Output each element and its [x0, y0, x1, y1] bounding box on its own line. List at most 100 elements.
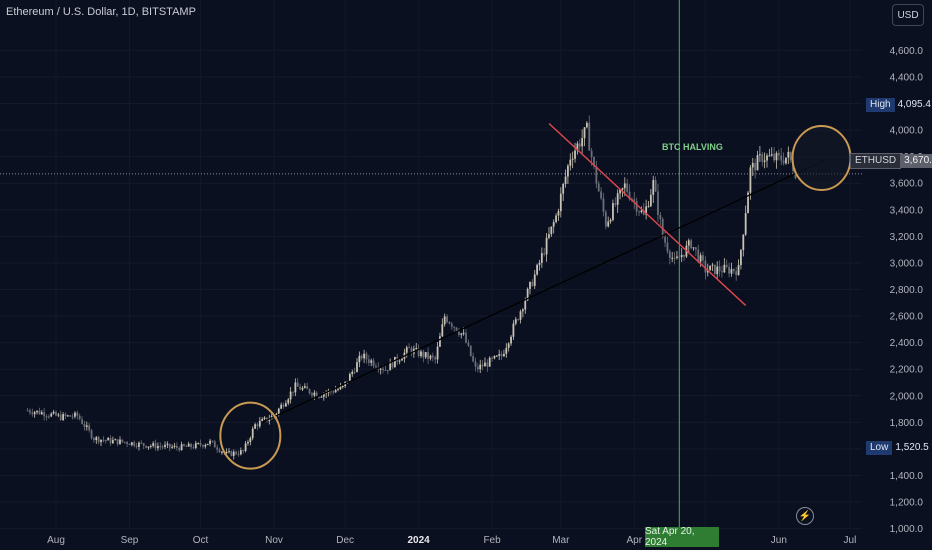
candle-body — [583, 127, 586, 139]
candle-body — [491, 357, 493, 359]
highlight-circle-jun — [791, 125, 852, 192]
candle-body — [448, 322, 451, 324]
candle-body — [723, 264, 726, 273]
candle-body — [462, 332, 465, 334]
candle-body — [571, 158, 574, 160]
candle-body — [258, 420, 261, 427]
x-tick-label: Mar — [552, 535, 570, 546]
candle-body — [510, 336, 512, 344]
candle-body — [289, 391, 292, 400]
candle-body — [773, 154, 776, 161]
candle-body — [225, 451, 228, 453]
candle-body — [69, 415, 72, 417]
candle-body — [284, 403, 287, 407]
candle-body — [353, 371, 356, 373]
candle-body — [555, 215, 557, 223]
candle-body — [666, 242, 669, 252]
candle-body — [301, 387, 304, 390]
candle-body — [114, 439, 117, 441]
symbol-label: ETHUSD — [850, 153, 902, 169]
candle-body — [559, 193, 562, 212]
candle-body — [81, 419, 83, 424]
candle-body — [595, 166, 598, 184]
candle-body — [711, 264, 714, 266]
candle-body — [652, 179, 655, 195]
candle-body — [469, 345, 472, 357]
candle-body — [206, 443, 209, 445]
candle-body — [581, 138, 584, 147]
candle-body — [64, 414, 67, 416]
candle-body — [85, 425, 88, 427]
candle-body — [209, 440, 211, 444]
candle-body — [578, 143, 581, 147]
candle-body — [242, 450, 245, 452]
candle-body — [166, 443, 169, 445]
candle-body — [540, 253, 543, 263]
candle-body — [585, 122, 588, 128]
candle-body — [140, 442, 143, 444]
candle-body — [744, 213, 747, 235]
candle-body — [721, 271, 723, 273]
candle-body — [216, 447, 219, 450]
candle-body — [552, 222, 555, 227]
candle-body — [386, 370, 389, 372]
candle-body — [505, 347, 508, 354]
candle-body — [429, 355, 432, 359]
candle-body — [88, 425, 91, 431]
btc-halving-label: BTC HALVING — [662, 142, 723, 152]
lightning-icon[interactable]: ⚡ — [796, 507, 814, 525]
candle-body — [43, 412, 46, 417]
candle-body — [417, 348, 420, 357]
candle-body — [254, 424, 256, 429]
candle-body — [239, 450, 242, 455]
candle-body — [360, 355, 363, 359]
candle-body — [218, 449, 221, 452]
candle-body — [244, 443, 247, 452]
candle-body — [488, 357, 491, 367]
candle-body — [292, 391, 294, 393]
candle-body — [235, 451, 238, 455]
y-tick-label: 1,200.0 — [890, 498, 924, 509]
candle-body — [623, 183, 626, 189]
candle-body — [107, 438, 110, 441]
candle-body — [794, 170, 797, 179]
candle-body — [230, 451, 233, 456]
candle-body — [391, 362, 394, 368]
candle-body — [436, 346, 439, 360]
candle-body — [446, 316, 448, 323]
candle-body — [472, 356, 475, 362]
candle-body — [303, 386, 306, 388]
low-badge: Low 1,520.5 — [866, 441, 932, 455]
candle-body — [78, 415, 81, 420]
candle-body — [38, 410, 41, 415]
candle-body — [500, 354, 503, 357]
candle-body — [152, 443, 155, 446]
candle-body — [100, 439, 102, 443]
currency-button[interactable]: USD — [892, 4, 924, 26]
candle-body — [320, 396, 323, 398]
candle-body — [638, 211, 640, 213]
y-tick-label: 2,400.0 — [890, 338, 924, 349]
candle-body — [52, 411, 55, 414]
candle-body — [768, 155, 771, 157]
candle-body — [749, 167, 752, 193]
candle-body — [334, 390, 337, 393]
candle-body — [173, 445, 176, 447]
candle-body — [66, 415, 69, 417]
candle-body — [574, 150, 576, 159]
candle-body — [758, 154, 761, 156]
candle-body — [545, 237, 548, 255]
candle-body — [299, 386, 302, 390]
candle-body — [730, 269, 733, 274]
candle-body — [213, 441, 216, 448]
candle-body — [370, 360, 373, 363]
candles — [26, 115, 797, 460]
candle-body — [211, 440, 214, 442]
x-tick-label: Feb — [483, 535, 501, 546]
y-tick-label: 3,400.0 — [890, 205, 924, 216]
candle-body — [194, 443, 197, 448]
candle-body — [709, 265, 712, 271]
candle-body — [526, 288, 529, 301]
candle-body — [524, 300, 527, 310]
